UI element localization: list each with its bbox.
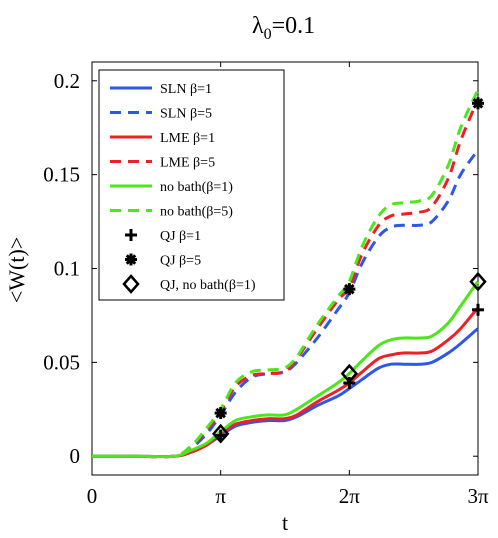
legend-marker-label-0: QJ β=1 [160,229,201,244]
plot-lines [92,89,480,459]
x-axis-label: t [282,510,288,535]
legend-label-2: LME β=1 [160,131,215,146]
legend-marker-0 [125,229,137,241]
series-line-1 [92,149,480,459]
legend-marker-label-1: QJ β=5 [160,254,201,269]
chart-title: λ0=0.1 [252,13,315,43]
plot-markers [212,97,487,444]
y-tick-label-0: 0 [70,444,81,468]
series-line-2 [92,306,479,459]
y-axis-label: <W(t)> [4,237,29,303]
y-tick-label-4: 0.2 [54,69,80,93]
marker-1-1 [343,283,356,296]
axis-ticks: 0 π 2π 3π 0 0.05 0.1 0.15 0.2 [43,62,489,508]
y-tick-label-1: 0.05 [43,350,80,374]
marker-0-2 [472,303,484,316]
y-tick-label-3: 0.15 [43,163,80,187]
marker-2-2 [469,271,487,292]
legend: SLN β=1 SLN β=5 LME β=1 LME β=5 no bath(β=1)… [110,82,256,294]
legend-label-5: no bath(β=5) [160,205,233,220]
legend-label-0: SLN β=1 [160,82,212,97]
marker-2-0 [212,423,230,444]
legend-label-4: no bath(β=1) [160,180,233,195]
x-tick-label-0: 0 [87,484,98,508]
series-line-0 [92,327,479,459]
series-line-5 [92,89,480,459]
legend-marker-1 [125,253,137,266]
series-line-4 [92,280,480,459]
legend-marker-2 [122,274,140,294]
legend-label-1: SLN β=5 [160,107,212,122]
y-tick-label-2: 0.1 [54,257,80,281]
marker-1-2 [472,97,484,110]
legend-label-3: LME β=5 [160,156,215,171]
legend-marker-label-2: QJ, no bath(β=1) [160,278,256,293]
x-tick-label-2: 2π [339,484,361,508]
x-tick-label-3: 3π [467,484,489,508]
marker-1-0 [214,407,227,420]
marker-2-1 [340,363,358,384]
x-tick-label-1: π [215,484,226,508]
